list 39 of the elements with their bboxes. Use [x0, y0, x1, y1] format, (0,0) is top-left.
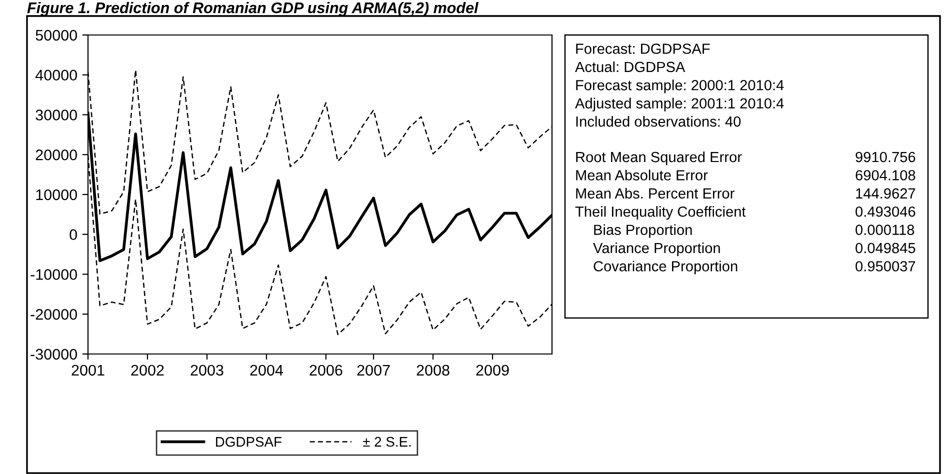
x-tick-label: 2001	[72, 364, 104, 376]
legend-label: ± 2 S.E.	[363, 436, 411, 447]
legend-label: DGDPSAF	[216, 436, 282, 447]
x-tick-label: 2006	[310, 364, 342, 376]
text: Covariance Proportion	[594, 260, 738, 274]
text: 6904.108	[856, 170, 916, 180]
text: Theil Inequality Coefficient	[575, 206, 746, 220]
text: Included observations: 40	[576, 116, 741, 127]
text: 144.9627	[856, 188, 916, 199]
y-tick-label: -20000	[30, 308, 77, 320]
text: Mean Absolute Error	[576, 170, 708, 180]
x-tick-label: 2002	[131, 364, 164, 376]
y-tick-label: -10000	[30, 269, 77, 280]
text: 0.493046	[856, 206, 916, 217]
text: Adjusted sample: 2001:1 2010:4	[575, 98, 784, 112]
y-tick-label: 0	[70, 229, 77, 240]
y-tick-label: 10000	[36, 189, 77, 200]
y-tick-label: -30000	[30, 348, 77, 360]
x-tick-label: 2003	[190, 364, 224, 376]
y-tick-label: 40000	[35, 70, 77, 81]
text: 0.950037	[856, 261, 916, 272]
x-tick-label: 2004	[250, 364, 284, 376]
text: Forecast sample: 2000:1 2010:4	[576, 80, 784, 94]
text: Mean Abs. Percent Error	[576, 188, 734, 199]
text: 0.000118	[856, 224, 914, 236]
text: 9910.756	[856, 152, 916, 162]
text: Actual: DGDPSA	[575, 61, 686, 72]
chart-title: Figure 1. Prediction of Romanian GDP using ARMA(5,2) model	[27, 2, 479, 16]
x-tick-label: 2008	[416, 364, 450, 376]
y-tick-label: 50000	[36, 30, 77, 41]
text: Root Mean Squared Error	[576, 151, 742, 166]
text: 0.049845	[856, 242, 916, 254]
y-tick-label: 20000	[36, 149, 77, 160]
text: Forecast: DGDPSAF	[576, 44, 710, 54]
text: Variance Proportion	[593, 242, 720, 256]
text: Bias Proportion	[594, 224, 692, 238]
x-tick-label: 2009	[476, 364, 509, 376]
x-tick-label: 2007	[357, 364, 390, 376]
y-tick-label: 30000	[36, 110, 77, 120]
